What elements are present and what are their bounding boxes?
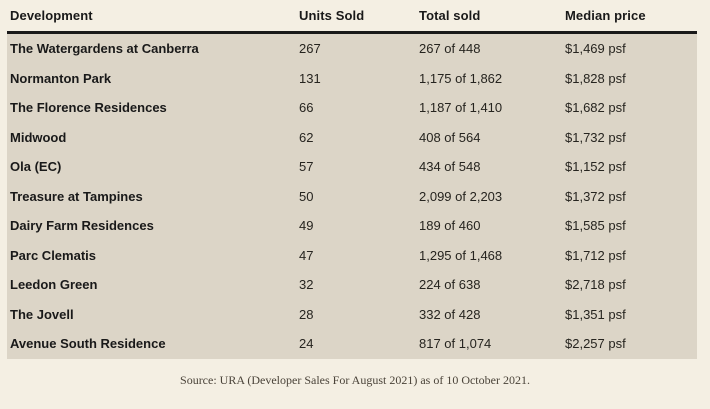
- development-name-cell: The Jovell: [10, 306, 74, 322]
- median-price-cell: $1,712 psf: [565, 247, 626, 263]
- table-row: Parc Clematis 47 1,295 of 1,468 $1,712 p…: [7, 241, 697, 271]
- table-header-row: Development Units Sold Total sold Median…: [7, 0, 697, 34]
- development-name-cell: The Florence Residences: [10, 100, 167, 116]
- units-sold-cell: 47: [299, 247, 314, 263]
- column-header-median-price: Median price: [565, 8, 646, 23]
- units-sold-cell: 24: [299, 336, 314, 352]
- development-name-cell: Leedon Green: [10, 277, 98, 293]
- median-price-cell: $2,257 psf: [565, 336, 626, 352]
- units-sold-cell: 66: [299, 100, 314, 116]
- table-row: The Watergardens at Canberra 267 267 of …: [7, 34, 697, 64]
- table-row: Normanton Park 131 1,175 of 1,862 $1,828…: [7, 64, 697, 94]
- table-row: Avenue South Residence 24 817 of 1,074 $…: [7, 329, 697, 359]
- units-sold-cell: 57: [299, 159, 314, 175]
- units-sold-cell: 131: [299, 70, 321, 86]
- total-sold-cell: 408 of 564: [419, 129, 481, 145]
- table-row: Ola (EC) 57 434 of 548 $1,152 psf: [7, 152, 697, 182]
- median-price-cell: $2,718 psf: [565, 277, 626, 293]
- total-sold-cell: 267 of 448: [419, 41, 481, 57]
- median-price-cell: $1,372 psf: [565, 188, 626, 204]
- table-row: Midwood 62 408 of 564 $1,732 psf: [7, 123, 697, 153]
- units-sold-cell: 32: [299, 277, 314, 293]
- units-sold-cell: 50: [299, 188, 314, 204]
- development-name-cell: Avenue South Residence: [10, 336, 166, 352]
- column-header-total-sold: Total sold: [419, 8, 481, 23]
- source-attribution: Source: URA (Developer Sales For August …: [180, 373, 530, 387]
- table-row: Leedon Green 32 224 of 638 $2,718 psf: [7, 270, 697, 300]
- table-row: Treasure at Tampines 50 2,099 of 2,203 $…: [7, 182, 697, 212]
- median-price-cell: $1,585 psf: [565, 218, 626, 234]
- table-body: The Watergardens at Canberra 267 267 of …: [7, 34, 697, 359]
- total-sold-cell: 2,099 of 2,203: [419, 188, 503, 204]
- total-sold-cell: 1,175 of 1,862: [419, 70, 503, 86]
- median-price-cell: $1,152 psf: [565, 159, 626, 175]
- development-name-cell: Normanton Park: [10, 70, 112, 86]
- median-price-cell: $1,351 psf: [565, 306, 626, 322]
- units-sold-cell: 28: [299, 306, 314, 322]
- median-price-cell: $1,682 psf: [565, 100, 626, 116]
- development-name-cell: The Watergardens at Canberra: [10, 41, 199, 57]
- table-row: The Florence Residences 66 1,187 of 1,41…: [7, 93, 697, 123]
- development-name-cell: Midwood: [10, 129, 67, 145]
- development-name-cell: Dairy Farm Residences: [10, 218, 154, 234]
- development-name-cell: Ola (EC): [10, 159, 62, 175]
- median-price-cell: $1,828 psf: [565, 70, 626, 86]
- developer-sales-table: Development Units Sold Total sold Median…: [7, 0, 697, 359]
- total-sold-cell: 1,187 of 1,410: [419, 100, 503, 116]
- units-sold-cell: 267: [299, 41, 321, 57]
- table-row: Dairy Farm Residences 49 189 of 460 $1,5…: [7, 211, 697, 241]
- column-header-development: Development: [10, 8, 93, 23]
- total-sold-cell: 1,295 of 1,468: [419, 247, 503, 263]
- median-price-cell: $1,469 psf: [565, 41, 626, 57]
- development-name-cell: Treasure at Tampines: [10, 188, 143, 204]
- total-sold-cell: 189 of 460: [419, 218, 481, 234]
- total-sold-cell: 434 of 548: [419, 159, 481, 175]
- total-sold-cell: 224 of 638: [419, 277, 481, 293]
- development-name-cell: Parc Clematis: [10, 247, 96, 263]
- total-sold-cell: 817 of 1,074: [419, 336, 492, 352]
- units-sold-cell: 49: [299, 218, 314, 234]
- total-sold-cell: 332 of 428: [419, 306, 481, 322]
- column-header-units-sold: Units Sold: [299, 8, 365, 23]
- units-sold-cell: 62: [299, 129, 314, 145]
- median-price-cell: $1,732 psf: [565, 129, 626, 145]
- table-row: The Jovell 28 332 of 428 $1,351 psf: [7, 300, 697, 330]
